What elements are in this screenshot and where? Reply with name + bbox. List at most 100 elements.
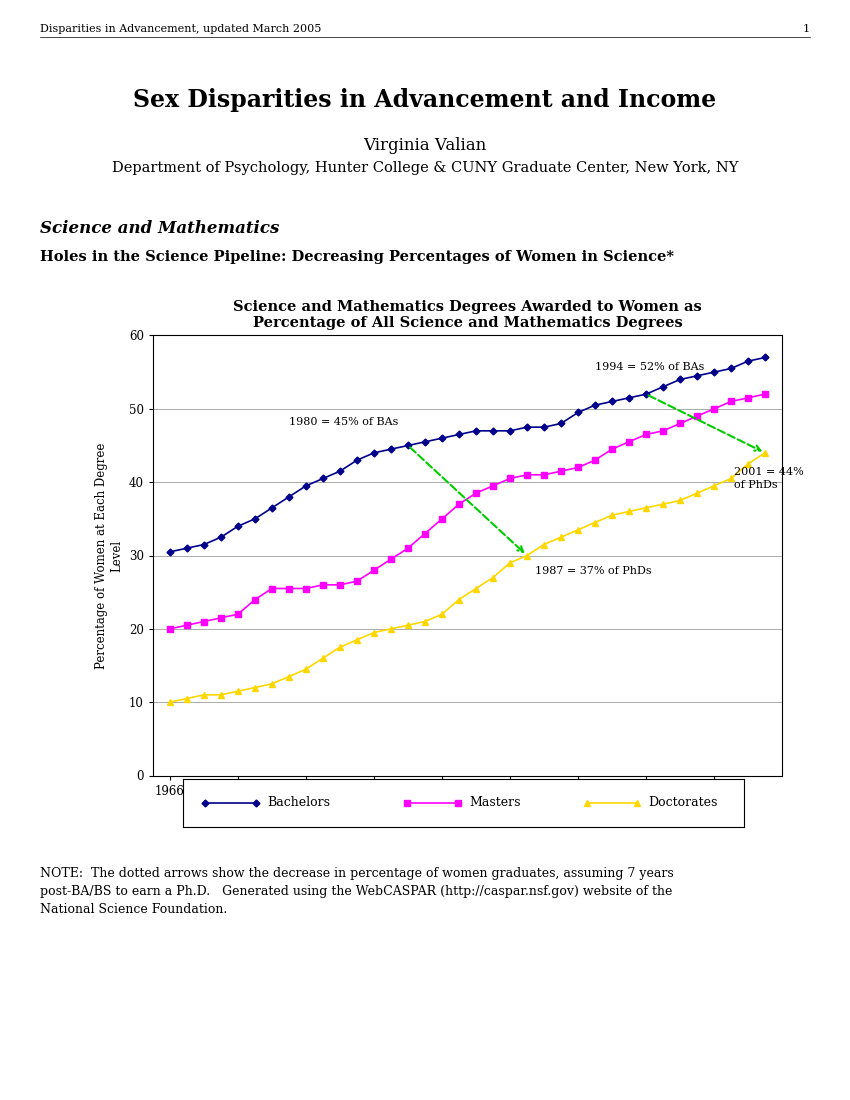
Text: 2001 = 44%
of PhDs: 2001 = 44% of PhDs (734, 468, 804, 490)
Doctorates (726, 472, 736, 485)
Bachelors (318, 472, 328, 485)
Bachelors (352, 453, 362, 466)
Bachelors (437, 431, 447, 444)
Masters (624, 436, 634, 449)
Doctorates (743, 458, 753, 471)
Text: Sex Disparities in Advancement and Income: Sex Disparities in Advancement and Incom… (133, 88, 717, 112)
Doctorates (522, 549, 532, 562)
Masters (216, 612, 226, 625)
Masters (199, 615, 209, 628)
Doctorates (471, 582, 481, 595)
Doctorates (233, 684, 243, 697)
Masters (590, 453, 600, 466)
Bachelors (675, 373, 685, 386)
Masters (641, 428, 651, 441)
Masters (607, 442, 617, 455)
Masters (284, 582, 294, 595)
Text: Virginia Valian: Virginia Valian (363, 138, 486, 154)
X-axis label: Year: Year (450, 803, 484, 817)
Doctorates (454, 593, 464, 606)
Bachelors (505, 425, 515, 438)
Masters (386, 552, 396, 565)
Bachelors (692, 370, 702, 383)
Masters (420, 527, 430, 540)
Doctorates (386, 623, 396, 636)
Bachelors (607, 395, 617, 408)
Bachelors (182, 541, 192, 554)
Doctorates (539, 538, 549, 551)
Bachelors (624, 392, 634, 405)
Masters (760, 387, 770, 400)
Doctorates (641, 502, 651, 515)
Masters (556, 464, 566, 477)
Doctorates (420, 615, 430, 628)
Bachelors (539, 420, 549, 433)
Doctorates (573, 524, 583, 537)
Doctorates (624, 505, 634, 518)
Bachelors (267, 502, 277, 515)
Bachelors (488, 425, 498, 438)
Text: Doctorates: Doctorates (649, 796, 717, 810)
Doctorates (692, 486, 702, 499)
Doctorates (352, 634, 362, 647)
Masters (301, 582, 311, 595)
Text: Holes in the Science Pipeline: Decreasing Percentages of Women in Science*: Holes in the Science Pipeline: Decreasin… (40, 250, 674, 264)
Bachelors (573, 406, 583, 419)
Bachelors (216, 530, 226, 543)
Doctorates (488, 571, 498, 584)
Text: 1980 = 45% of BAs: 1980 = 45% of BAs (289, 417, 399, 427)
Bachelors (590, 398, 600, 411)
Masters (692, 409, 702, 422)
Text: Department of Psychology, Hunter College & CUNY Graduate Center, New York, NY: Department of Psychology, Hunter College… (111, 161, 739, 175)
Masters (658, 425, 668, 438)
Bachelors (743, 354, 753, 367)
Bachelors (284, 491, 294, 504)
Text: Masters: Masters (469, 796, 520, 810)
Doctorates (437, 607, 447, 620)
Bachelors (165, 546, 175, 559)
Doctorates (607, 508, 617, 521)
Bachelors (471, 425, 481, 438)
Masters (454, 497, 464, 510)
Masters (335, 579, 345, 592)
Bachelors (658, 381, 668, 394)
Masters (369, 563, 379, 576)
Y-axis label: Percentage of Women at Each Degree
Level: Percentage of Women at Each Degree Level (95, 442, 123, 669)
Doctorates (709, 480, 719, 493)
Bachelors (369, 447, 379, 460)
Bachelors (420, 436, 430, 449)
Bachelors (760, 351, 770, 364)
Masters (488, 480, 498, 493)
Doctorates (250, 681, 260, 694)
Masters (709, 403, 719, 416)
Doctorates (556, 530, 566, 543)
Doctorates (165, 695, 175, 708)
Doctorates (403, 618, 413, 631)
Doctorates (284, 670, 294, 683)
Doctorates (369, 626, 379, 639)
Bachelors (386, 442, 396, 455)
Doctorates (658, 497, 668, 510)
Bachelors (301, 480, 311, 493)
Doctorates (301, 662, 311, 675)
Masters (726, 395, 736, 408)
Doctorates (505, 557, 515, 570)
Text: 1987 = 37% of PhDs: 1987 = 37% of PhDs (536, 566, 652, 576)
Text: 1: 1 (803, 24, 810, 34)
Bachelors (522, 420, 532, 433)
Masters (743, 392, 753, 405)
Doctorates (335, 640, 345, 653)
Bachelors (335, 464, 345, 477)
Bachelors (233, 519, 243, 532)
Line: Bachelors: Bachelors (167, 355, 768, 554)
Bachelors (726, 362, 736, 375)
Bachelors (709, 365, 719, 378)
Text: Science and Mathematics: Science and Mathematics (40, 220, 280, 236)
Doctorates (590, 516, 600, 529)
Masters (437, 513, 447, 526)
Masters (165, 623, 175, 636)
Masters (403, 541, 413, 554)
Line: Doctorates: Doctorates (167, 450, 768, 705)
Masters (539, 469, 549, 482)
Doctorates (318, 651, 328, 664)
